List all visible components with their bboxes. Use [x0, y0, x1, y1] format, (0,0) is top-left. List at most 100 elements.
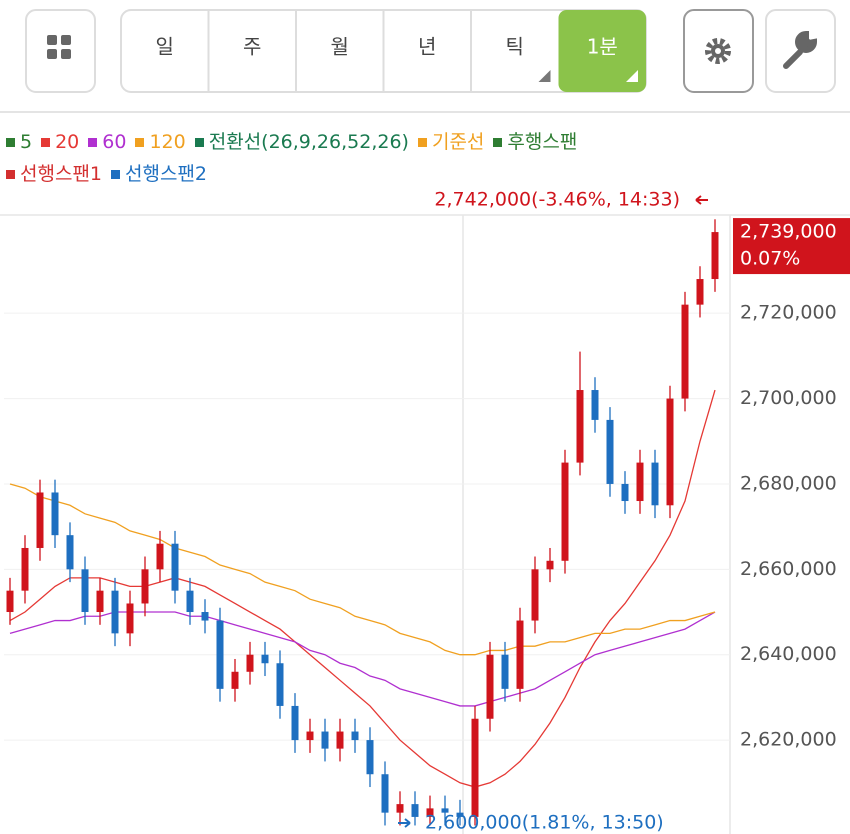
- period-tab-active[interactable]: [558, 10, 647, 92]
- legend-swatch: [493, 137, 503, 147]
- period-tab[interactable]: 주: [243, 35, 261, 59]
- legend-label: 5: [20, 131, 33, 153]
- candle-body: [711, 232, 719, 280]
- candle-body: [306, 731, 314, 741]
- last-price-box: [733, 218, 850, 275]
- legend-item: 선행스팬2: [111, 158, 207, 190]
- period-tab[interactable]: 틱: [506, 35, 524, 59]
- y-tick-label: 2,660,000: [740, 558, 837, 580]
- legend-swatch: [111, 169, 121, 179]
- candle-body: [66, 535, 74, 570]
- legend-swatch: [6, 169, 15, 179]
- period-tab[interactable]: 년: [418, 35, 436, 59]
- high-annotation: 2,742,000(-3.46%, 14:33): [434, 189, 680, 211]
- candle-body: [681, 304, 689, 399]
- wrench-icon: [783, 30, 818, 69]
- candle-body: [516, 620, 524, 689]
- candle-body: [426, 808, 434, 817]
- candle-body: [531, 569, 539, 621]
- candle-body: [486, 654, 494, 719]
- candle-body: [51, 492, 59, 536]
- candle-body: [111, 590, 119, 634]
- candle-body: [126, 603, 134, 634]
- period-tab[interactable]: 일: [156, 35, 174, 59]
- legend-swatch: [135, 137, 145, 147]
- candle-body: [156, 543, 164, 570]
- candle-body: [396, 804, 404, 813]
- chart: 2,620,000 2,640,000 2,660,000 2,680,000 2,70…: [0, 189, 850, 834]
- candle-body: [81, 569, 89, 613]
- ma-line: [9, 389, 716, 788]
- legend-label: 기준선: [431, 131, 485, 153]
- candle-body: [561, 462, 569, 561]
- candle-body: [366, 740, 374, 775]
- candle-body: [606, 419, 614, 484]
- dropdown-marker: [626, 70, 638, 82]
- period-tab[interactable]: 1분: [587, 35, 618, 59]
- candle-body: [381, 774, 389, 813]
- last-price: 2,739,000: [740, 221, 837, 243]
- candle-body: [321, 731, 329, 749]
- candle-body: [666, 398, 674, 506]
- candle-body: [456, 812, 464, 817]
- legend-label: 20: [55, 131, 80, 153]
- legend-item: 선행스팬1: [6, 158, 102, 190]
- candle-body: [621, 483, 629, 502]
- dropdown-marker: [538, 70, 551, 82]
- period-tab[interactable]: 월: [331, 35, 349, 59]
- legend-swatch: [194, 137, 204, 147]
- grid-icon: [47, 35, 71, 59]
- legend-label: 선행스팬1: [20, 163, 103, 185]
- y-tick-label: 2,720,000: [740, 302, 837, 324]
- y-tick-label: 2,620,000: [740, 729, 837, 751]
- candle-body: [291, 705, 299, 741]
- legend-label: 선행스팬2: [125, 163, 208, 185]
- candle-body: [441, 808, 449, 813]
- legend-item: 전환선(26,9,26,52,26): [194, 126, 409, 158]
- high-arrow: [695, 195, 708, 205]
- candle-body: [276, 663, 284, 706]
- candle-body: [336, 731, 344, 749]
- candle-body: [591, 390, 599, 420]
- y-tick-label: 2,680,000: [740, 472, 837, 494]
- legend-item: 60: [88, 126, 126, 158]
- legend-item: 기준선: [417, 126, 485, 158]
- candle-body: [651, 462, 659, 506]
- candle-body: [231, 671, 239, 689]
- legend-swatch: [41, 137, 51, 147]
- candle-body: [636, 462, 644, 502]
- menu-button[interactable]: [25, 9, 96, 93]
- candle-body: [141, 569, 149, 604]
- low-arrow: [398, 818, 411, 828]
- last-change: 0.07%: [740, 248, 800, 270]
- candle-body: [501, 654, 509, 689]
- candle-body: [216, 620, 224, 689]
- candle-body: [411, 804, 419, 817]
- candle-body: [576, 390, 584, 463]
- ma-line: [9, 483, 716, 656]
- legend-swatch: [417, 137, 427, 147]
- period-tabs: 일 주 월 년 틱 1분: [120, 9, 647, 93]
- candle-body: [6, 590, 14, 613]
- legend-item: 120: [135, 126, 186, 158]
- y-tick-label: 2,700,000: [740, 387, 837, 409]
- candle-body: [471, 718, 479, 817]
- low-annotation: 2,600,000(1.81%, 13:50): [425, 812, 664, 834]
- legend-label: 후행스팬: [507, 131, 578, 153]
- candle-body: [201, 612, 209, 621]
- candle-body: [261, 654, 269, 664]
- legend-label: 60: [102, 131, 127, 153]
- candle-body: [546, 560, 554, 570]
- candle-body: [696, 279, 704, 305]
- legend-label: 전환선(26,9,26,52,26): [208, 131, 409, 153]
- candle-body: [246, 654, 254, 672]
- legend-swatch: [88, 137, 98, 147]
- candle-body: [171, 543, 179, 591]
- candle-body: [351, 731, 359, 741]
- legend-label: 120: [149, 131, 186, 153]
- candle-body: [96, 590, 104, 613]
- legend-swatch: [6, 137, 15, 147]
